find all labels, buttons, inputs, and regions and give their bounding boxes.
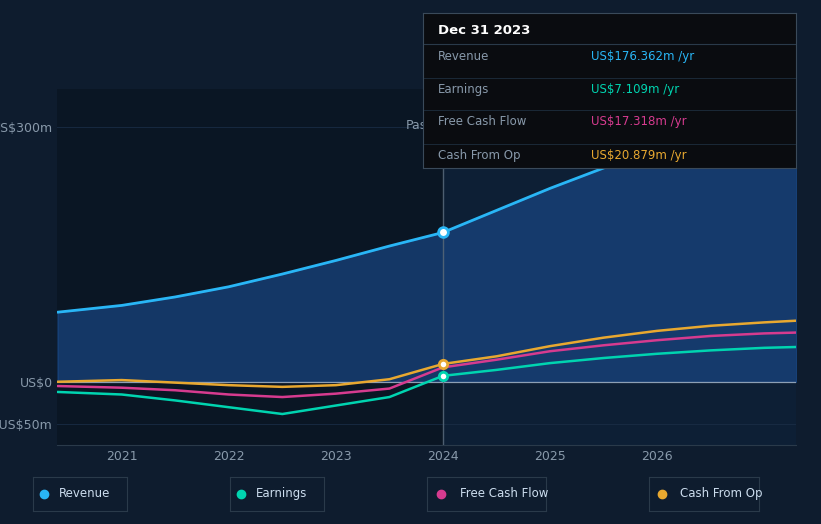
Text: Analysts Forecasts: Analysts Forecasts [454, 119, 570, 132]
Text: Past: Past [406, 119, 433, 132]
Text: Revenue: Revenue [59, 487, 111, 500]
Text: Cash From Op: Cash From Op [438, 149, 521, 162]
Text: Revenue: Revenue [438, 50, 489, 63]
Text: Free Cash Flow: Free Cash Flow [438, 115, 526, 128]
Bar [443, 89, 796, 445]
Text: Earnings: Earnings [256, 487, 308, 500]
Text: Earnings: Earnings [438, 83, 489, 96]
Bar [57, 89, 443, 445]
Text: US$17.318m /yr: US$17.318m /yr [591, 115, 686, 128]
Text: US$20.879m /yr: US$20.879m /yr [591, 149, 686, 162]
Text: US$7.109m /yr: US$7.109m /yr [591, 83, 679, 96]
Text: Cash From Op: Cash From Op [680, 487, 762, 500]
Text: Dec 31 2023: Dec 31 2023 [438, 24, 530, 37]
Text: Free Cash Flow: Free Cash Flow [461, 487, 548, 500]
Text: US$176.362m /yr: US$176.362m /yr [591, 50, 695, 63]
